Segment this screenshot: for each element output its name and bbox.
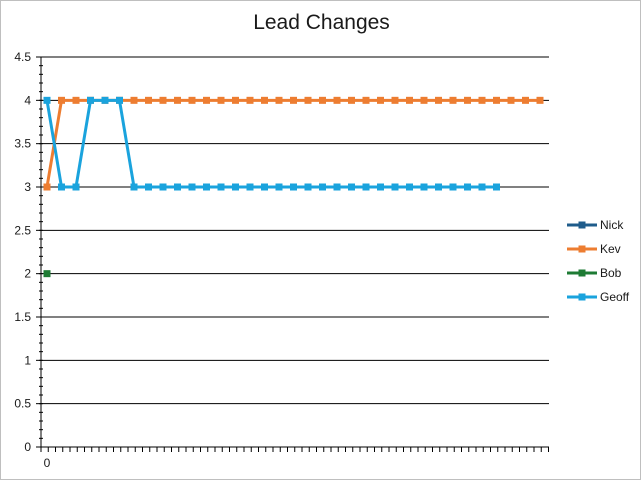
data-point-geoff <box>188 183 196 191</box>
x-tick-label: 0 <box>44 456 51 470</box>
data-point-geoff <box>145 183 152 191</box>
chart-title: Lead Changes <box>253 11 390 34</box>
data-point-geoff <box>435 183 442 191</box>
data-point-geoff <box>246 183 254 191</box>
data-point-kev <box>333 96 341 104</box>
data-point-geoff <box>420 183 428 191</box>
y-tick-label: 0 <box>24 440 31 454</box>
data-point-geoff <box>159 183 167 191</box>
y-tick-label: 1.5 <box>14 310 31 324</box>
data-point-kev <box>290 96 297 104</box>
data-point-kev <box>536 96 544 104</box>
data-point-kev <box>377 96 384 104</box>
data-point-kev <box>203 96 210 104</box>
data-point-geoff <box>58 183 65 191</box>
data-point-kev <box>348 96 355 104</box>
y-tick-label: 3.5 <box>14 137 31 151</box>
data-point-geoff <box>333 183 341 191</box>
y-tick-label: 4.5 <box>14 50 31 64</box>
gridlines <box>41 56 549 405</box>
data-point-kev <box>420 96 428 104</box>
data-point-geoff <box>174 183 181 191</box>
legend-swatch-marker <box>578 245 586 253</box>
data-point-kev <box>188 96 196 104</box>
data-point-kev <box>275 96 283 104</box>
data-point-kev <box>174 96 181 104</box>
legend-item-kev: Kev <box>567 242 621 256</box>
data-point-geoff <box>87 96 94 104</box>
data-point-geoff <box>406 183 413 191</box>
y-tick-label: 4 <box>24 93 31 107</box>
legend-label: Kev <box>600 242 621 256</box>
y-tick-label: 2 <box>24 267 31 281</box>
data-point-geoff <box>116 96 123 104</box>
data-point-geoff <box>275 183 283 191</box>
data-point-geoff <box>217 183 225 191</box>
data-point-kev <box>43 183 51 191</box>
data-point-geoff <box>261 183 268 191</box>
data-point-geoff <box>43 96 51 104</box>
legend-item-bob: Bob <box>567 266 622 280</box>
series-bob <box>43 270 51 278</box>
data-point-kev <box>362 96 370 104</box>
legend-item-nick: Nick <box>567 218 624 232</box>
data-point-kev <box>522 96 529 104</box>
x-axis-ticks: 0 <box>40 447 549 470</box>
data-point-kev <box>261 96 268 104</box>
data-point-kev <box>72 96 80 104</box>
data-point-kev <box>232 96 239 104</box>
data-point-geoff <box>72 183 80 191</box>
data-point-geoff <box>304 183 312 191</box>
data-point-kev <box>435 96 442 104</box>
data-point-geoff <box>478 183 486 191</box>
legend-swatch-marker <box>578 221 586 229</box>
data-point-geoff <box>232 183 239 191</box>
data-point-kev <box>319 96 326 104</box>
legend-swatch-marker <box>578 293 586 301</box>
data-point-kev <box>217 96 225 104</box>
data-point-geoff <box>319 183 326 191</box>
data-point-kev <box>449 96 457 104</box>
data-point-kev <box>464 96 471 104</box>
legend-item-geoff: Geoff <box>567 290 630 304</box>
data-point-geoff <box>377 183 384 191</box>
data-point-kev <box>145 96 152 104</box>
legend: Nick Kev Bob Geoff <box>567 218 630 304</box>
data-point-kev <box>507 96 515 104</box>
series-geoff <box>43 96 500 191</box>
data-point-geoff <box>391 183 399 191</box>
data-point-geoff <box>348 183 355 191</box>
data-point-kev <box>159 96 167 104</box>
data-point-kev <box>493 96 500 104</box>
data-point-kev <box>478 96 486 104</box>
data-point-kev <box>406 96 413 104</box>
legend-label: Nick <box>600 218 624 232</box>
y-tick-label: 2.5 <box>14 223 31 237</box>
data-point-bob <box>43 270 51 278</box>
data-point-kev <box>391 96 399 104</box>
data-point-geoff <box>449 183 457 191</box>
y-axis-ticks: 0 0.5 1 1.5 2 2.5 3 3.5 4 4.5 <box>14 50 43 454</box>
legend-label: Geoff <box>600 290 630 304</box>
y-tick-label: 1 <box>24 353 31 367</box>
data-point-geoff <box>130 183 138 191</box>
y-tick-label: 0.5 <box>14 397 31 411</box>
data-point-kev <box>58 96 65 104</box>
data-point-geoff <box>493 183 500 191</box>
data-point-geoff <box>101 96 109 104</box>
data-point-geoff <box>464 183 471 191</box>
data-point-kev <box>304 96 312 104</box>
y-tick-label: 3 <box>24 180 31 194</box>
data-point-kev <box>130 96 138 104</box>
data-point-geoff <box>203 183 210 191</box>
data-point-geoff <box>362 183 370 191</box>
legend-label: Bob <box>600 266 622 280</box>
data-point-kev <box>246 96 254 104</box>
data-point-geoff <box>290 183 297 191</box>
legend-swatch-marker <box>578 269 586 277</box>
